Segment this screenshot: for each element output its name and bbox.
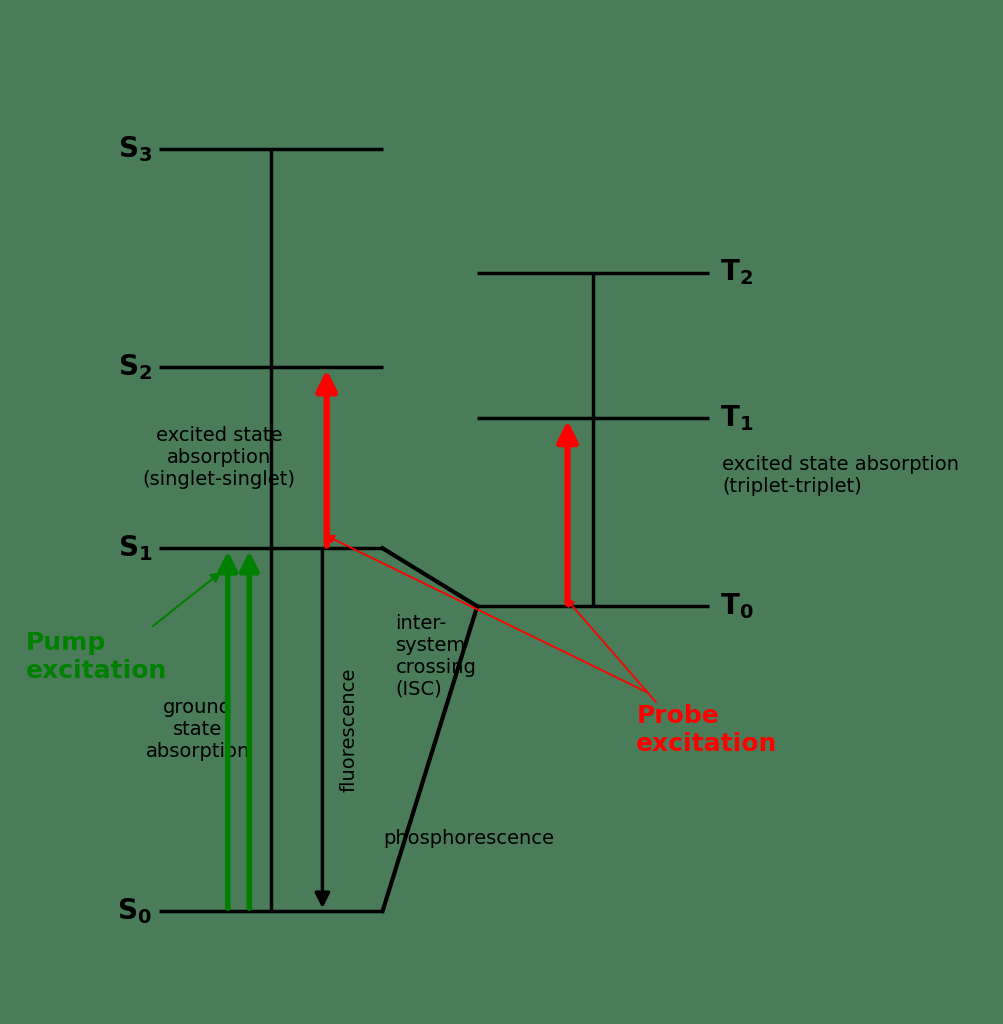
Text: $\mathbf{S_3}$: $\mathbf{S_3}$ xyxy=(117,134,151,164)
Text: phosphorescence: phosphorescence xyxy=(383,829,554,848)
Text: $\mathbf{T_0}$: $\mathbf{T_0}$ xyxy=(719,592,752,622)
Text: $\mathbf{S_1}$: $\mathbf{S_1}$ xyxy=(117,534,151,563)
Text: excited state
absorption
(singlet-singlet): excited state absorption (singlet-single… xyxy=(142,426,296,489)
Text: $\mathbf{T_2}$: $\mathbf{T_2}$ xyxy=(719,258,752,288)
Text: Probe
excitation: Probe excitation xyxy=(636,703,777,756)
Text: $\mathbf{S_2}$: $\mathbf{S_2}$ xyxy=(117,352,151,382)
Text: fluorescence: fluorescence xyxy=(339,668,358,792)
Text: excited state absorption
(triplet-triplet): excited state absorption (triplet-triple… xyxy=(721,456,959,497)
Text: inter-
system
crossing
(ISC): inter- system crossing (ISC) xyxy=(395,613,475,698)
Text: ground
state
absorption: ground state absorption xyxy=(145,698,250,761)
Text: $\mathbf{S_0}$: $\mathbf{S_0}$ xyxy=(117,896,151,926)
Text: $\mathbf{T_1}$: $\mathbf{T_1}$ xyxy=(719,402,752,432)
Text: Pump
excitation: Pump excitation xyxy=(26,631,166,683)
